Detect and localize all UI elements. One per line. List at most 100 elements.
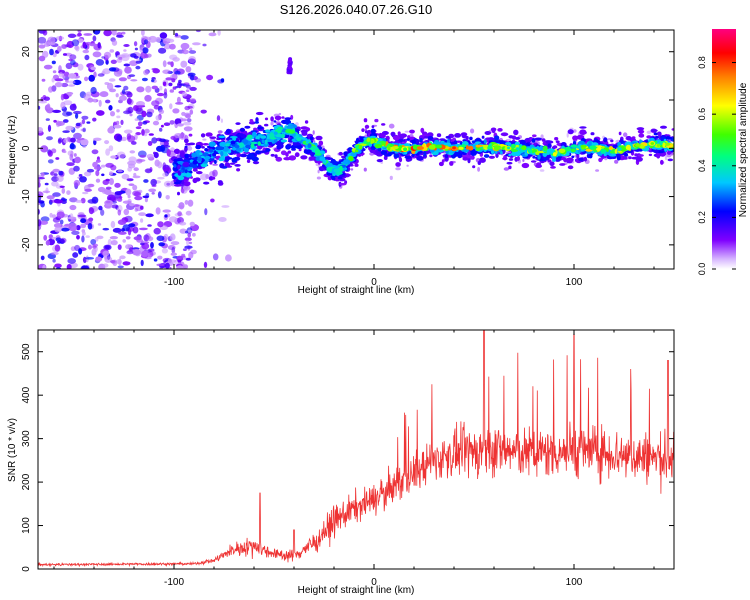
heatmap-cell (92, 161, 98, 168)
snr-y-ticks: 0 100 200 300 400 500 (21, 343, 674, 572)
heatmap-cell (579, 129, 587, 135)
heatmap-cell (53, 119, 57, 123)
x-tick-label: 100 (566, 577, 583, 588)
heatmap-cell (638, 133, 645, 138)
heatmap-cell (67, 80, 76, 84)
heatmap-cell (494, 150, 498, 154)
heatmap-cell (84, 171, 92, 177)
heatmap-cell (59, 185, 65, 188)
heatmap-cell (105, 186, 112, 190)
heatmap-cell (150, 178, 157, 186)
heatmap-cell (51, 236, 56, 240)
heatmap-cell (51, 60, 56, 65)
heatmap-cell (166, 149, 171, 157)
heatmap-cell (230, 140, 236, 146)
heatmap-cell (38, 182, 41, 188)
heatmap-cell (174, 184, 182, 187)
heatmap-cell (189, 109, 194, 115)
heatmap-cell (184, 237, 192, 242)
heatmap-cell (116, 109, 120, 113)
spectrogram-frame (37, 29, 675, 270)
heatmap-cell (84, 54, 90, 61)
heatmap-cell (92, 98, 97, 103)
heatmap-cell (445, 135, 451, 139)
heatmap-cell (170, 241, 180, 246)
heatmap-cell (246, 153, 255, 158)
heatmap-cell (134, 47, 138, 51)
heatmap-cell (236, 168, 241, 172)
heatmap-cell (565, 152, 570, 156)
heatmap-cell (452, 146, 456, 150)
heatmap-cell (129, 113, 133, 117)
heatmap-cell (117, 209, 122, 216)
heatmap-cell (308, 156, 315, 161)
heatmap-cell (358, 144, 363, 150)
heatmap-cell (61, 187, 66, 194)
colorbar-gradient (712, 29, 736, 269)
x-tick-label: 0 (371, 277, 377, 288)
heatmap-cell (165, 77, 173, 81)
heatmap-cell (133, 41, 138, 47)
heatmap-cell (65, 78, 69, 83)
heatmap-cell (82, 41, 87, 49)
heatmap-cell (202, 143, 210, 146)
heatmap-cell (184, 169, 188, 174)
heatmap-cell (589, 153, 593, 159)
heatmap-cell (556, 152, 561, 156)
heatmap-cell (144, 168, 153, 174)
heatmap-cell (322, 159, 327, 164)
y-tick-label: 400 (21, 386, 32, 403)
heatmap-cell (99, 91, 109, 98)
heatmap-cell (216, 115, 221, 122)
heatmap-cell (166, 38, 175, 43)
heatmap-cell (42, 30, 48, 36)
heatmap-cell (46, 136, 53, 141)
heatmap-cell (598, 157, 603, 163)
heatmap-cell (140, 259, 144, 267)
heatmap-cell (49, 212, 53, 218)
heatmap-cell (103, 51, 112, 59)
heatmap-cell (47, 159, 54, 164)
heatmap-cell (109, 171, 113, 176)
heatmap-cell (158, 242, 165, 247)
heatmap-cell (192, 168, 198, 172)
heatmap-cell (273, 131, 278, 135)
heatmap-cell (40, 96, 44, 102)
heatmap-cell (449, 161, 454, 166)
heatmap-cell (436, 133, 442, 138)
snr-frame (37, 329, 675, 570)
heatmap-cell (138, 227, 148, 231)
heatmap-cell (514, 152, 521, 157)
heatmap-cell (200, 109, 207, 114)
heatmap-cell (169, 43, 176, 50)
heatmap-cell (235, 147, 242, 152)
heatmap-cell (111, 39, 118, 46)
heatmap-cell (123, 44, 130, 47)
heatmap-cell (468, 145, 474, 151)
heatmap-cell (192, 42, 201, 46)
heatmap-cell (653, 149, 659, 154)
heatmap-cell (82, 231, 86, 236)
heatmap-cell (185, 113, 191, 119)
heatmap-cell (155, 207, 161, 215)
x-tick-label: 100 (566, 277, 583, 288)
heatmap-cell (571, 155, 575, 159)
heatmap-cell (152, 68, 160, 74)
heatmap-cell (318, 140, 324, 146)
heatmap-cell (47, 124, 52, 132)
heatmap-cell (146, 153, 154, 159)
heatmap-cell (62, 130, 70, 134)
heatmap-cell (210, 198, 215, 203)
colorbar-label: Normalized spectral amplitude (738, 82, 749, 217)
heatmap-cell (508, 158, 514, 161)
heatmap-cell (558, 148, 566, 154)
heatmap-cell (231, 157, 238, 163)
heatmap-cell (97, 186, 106, 193)
heatmap-cell (249, 119, 254, 123)
heatmap-cell (186, 118, 192, 123)
heatmap-cell (354, 163, 359, 167)
heatmap-cell (40, 255, 45, 261)
heatmap-cell (144, 94, 152, 102)
heatmap-cell (162, 162, 167, 170)
heatmap-cell (253, 127, 258, 131)
